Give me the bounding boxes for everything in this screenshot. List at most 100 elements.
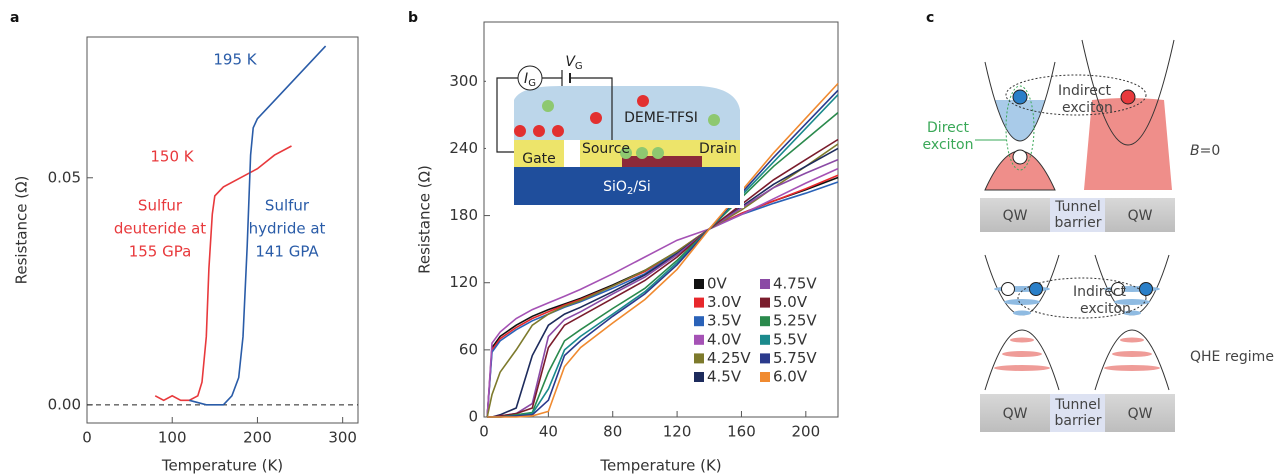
wire bbox=[496, 77, 613, 153]
series-line bbox=[189, 45, 327, 406]
indirect-exciton bbox=[1005, 74, 1147, 116]
conduction-band bbox=[984, 61, 1056, 142]
plot-frame bbox=[483, 21, 839, 418]
ammeter bbox=[517, 65, 543, 91]
ig-label: IG bbox=[524, 71, 536, 89]
label: QHE regime bbox=[1190, 349, 1274, 365]
legend-label: 4.25V bbox=[707, 349, 751, 367]
well bbox=[980, 198, 1050, 232]
panel-label: b bbox=[408, 10, 418, 26]
legend-swatch bbox=[760, 316, 770, 327]
substrate bbox=[514, 167, 740, 205]
landau-levels bbox=[994, 337, 1160, 371]
legend-swatch bbox=[694, 316, 704, 327]
legend-label: 4.5V bbox=[707, 368, 742, 386]
label: QW bbox=[1128, 208, 1153, 224]
ions-negative bbox=[514, 95, 649, 137]
electron bbox=[1139, 282, 1153, 296]
label: exciton bbox=[1062, 100, 1113, 116]
chart: 0 100 200 300 0.00 0.05 Temperature (K) Resista… bbox=[13, 36, 359, 474]
series-line bbox=[486, 167, 839, 418]
legend-label: 5.75V bbox=[773, 349, 817, 367]
series-line bbox=[487, 138, 839, 418]
series-line bbox=[154, 145, 292, 402]
text: 2 bbox=[627, 186, 633, 197]
label: Indirect bbox=[1058, 83, 1112, 99]
charts: 0 100 200 300 0.00 0.05 Temperature (K) Resista… bbox=[13, 21, 839, 474]
y-tick-label: 120 bbox=[449, 273, 478, 291]
x-tick-label: 200 bbox=[791, 423, 820, 441]
hole bbox=[1001, 282, 1015, 296]
legend-swatch bbox=[760, 353, 770, 364]
gate-electrode bbox=[514, 140, 564, 167]
legend-swatch bbox=[694, 297, 704, 308]
conduction-band bbox=[1081, 39, 1175, 146]
barrier bbox=[1050, 394, 1105, 432]
indirect-exciton bbox=[1017, 277, 1147, 319]
legend-swatch bbox=[694, 353, 704, 364]
annotation: 150 K bbox=[150, 148, 194, 166]
direct-exciton bbox=[1005, 85, 1035, 171]
label: exciton bbox=[923, 137, 974, 153]
legend-swatch bbox=[760, 279, 770, 289]
text: I bbox=[524, 71, 528, 87]
label: barrier bbox=[1055, 215, 1102, 231]
barrier bbox=[1050, 198, 1105, 232]
gate-label: Gate bbox=[522, 151, 556, 167]
label: Indirect bbox=[1073, 284, 1127, 300]
band-diagram: Indirect exciton Direct exciton B=0 QW T… bbox=[923, 39, 1274, 432]
y-tick-label: 0.00 bbox=[48, 395, 81, 413]
label: Direct bbox=[927, 120, 969, 136]
legend-swatch bbox=[760, 372, 770, 382]
y-axis-title: Resistance (Ω) bbox=[416, 165, 434, 274]
label: QW bbox=[1003, 208, 1028, 224]
well bbox=[980, 394, 1050, 432]
x-tick-label: 40 bbox=[539, 423, 558, 441]
y-tick-label: 300 bbox=[449, 72, 478, 90]
text: G bbox=[575, 61, 583, 72]
electrolyte-label: DEME-TFSI bbox=[624, 110, 698, 126]
substrate-label: SiO2/Si bbox=[603, 179, 651, 197]
legend-label: 5.5V bbox=[773, 330, 808, 348]
text: B bbox=[1190, 143, 1200, 159]
legend-swatch bbox=[694, 279, 704, 289]
annotation: hydride at bbox=[249, 220, 326, 238]
panel-label: c bbox=[926, 10, 934, 26]
y-axis-title: Resistance (Ω) bbox=[13, 176, 31, 285]
label: Tunnel bbox=[1054, 397, 1101, 413]
x-tick-label: 100 bbox=[158, 429, 187, 447]
label: QW bbox=[1003, 406, 1028, 422]
label: B=0 bbox=[1190, 143, 1220, 159]
y-tick-label: 60 bbox=[459, 340, 478, 358]
x-axis-title: Temperature (K) bbox=[599, 457, 721, 474]
well bbox=[1105, 394, 1175, 432]
electron bbox=[1029, 282, 1043, 296]
x-tick-label: 300 bbox=[328, 429, 357, 447]
source-label: Source bbox=[582, 141, 630, 157]
y-tick-label: 0 bbox=[468, 408, 478, 426]
series-line bbox=[486, 143, 839, 418]
x-axis-title: Temperature (K) bbox=[161, 457, 283, 474]
x-tick-label: 0 bbox=[479, 423, 489, 441]
chart: 0 40 80 120 160 200 0 60 120 180 240 300 Temperature… bbox=[416, 21, 839, 474]
hole bbox=[1012, 149, 1028, 165]
text: SiO bbox=[603, 179, 627, 195]
series-line bbox=[487, 147, 839, 418]
electron bbox=[1012, 89, 1028, 105]
y-tick-label: 180 bbox=[449, 206, 478, 224]
label: QW bbox=[1128, 406, 1153, 422]
panel-label: a bbox=[10, 10, 19, 26]
legend-swatch bbox=[760, 334, 770, 345]
x-tick-label: 120 bbox=[663, 423, 692, 441]
legend-label: 5.25V bbox=[773, 312, 817, 330]
y-tick-label: 0.05 bbox=[48, 168, 81, 186]
annotation: deuteride at bbox=[114, 220, 206, 238]
series-line bbox=[486, 181, 839, 418]
x-tick-label: 200 bbox=[243, 429, 272, 447]
legend-swatch bbox=[760, 297, 770, 308]
label: barrier bbox=[1055, 413, 1102, 429]
hole bbox=[1111, 282, 1125, 296]
electrolyte bbox=[514, 86, 740, 140]
text: /Si bbox=[633, 179, 651, 195]
